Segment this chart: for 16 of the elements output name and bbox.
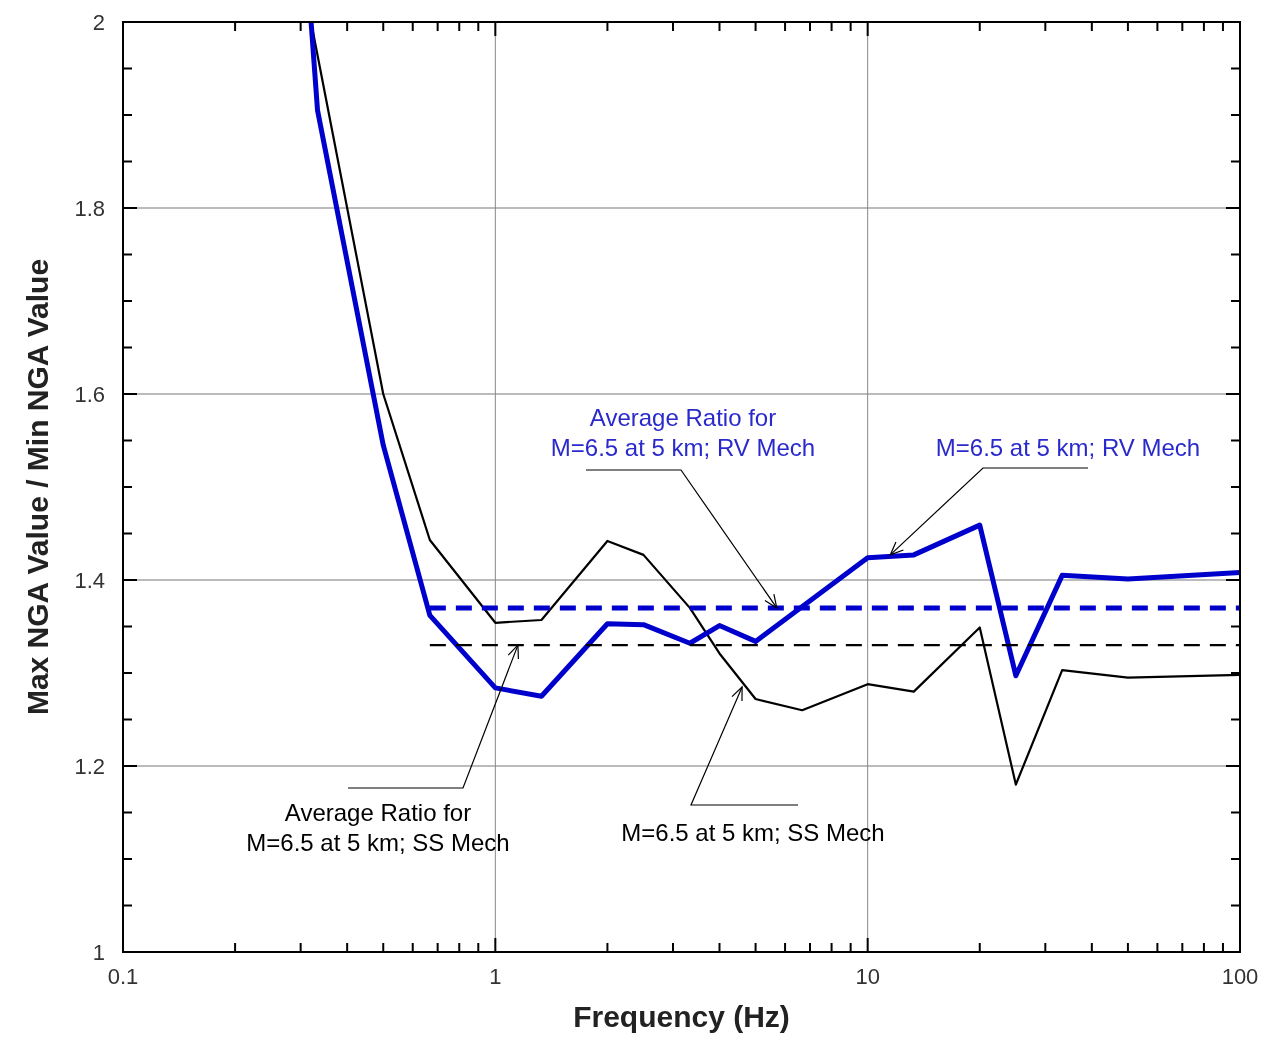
- y-tick-label: 2: [92, 10, 105, 35]
- y-tick-label: 1.6: [74, 382, 105, 407]
- annotation: M=6.5 at 5 km; RV Mech: [935, 434, 1201, 461]
- annotation: Average Ratio for M=6.5 at 5 km; RV Mech: [550, 404, 816, 461]
- x-tick-label: 1: [489, 964, 502, 989]
- x-tick-label: 10: [855, 964, 880, 989]
- x-tick-label: 100: [1221, 964, 1259, 989]
- x-tick-label: 0.1: [107, 964, 139, 989]
- y-tick-label: 1.4: [74, 568, 105, 593]
- y-axis-title: Max NGA Value / Min NGA Value: [21, 258, 54, 716]
- annotation: M=6.5 at 5 km; SS Mech: [621, 819, 885, 846]
- y-tick-label: 1.2: [74, 754, 105, 779]
- annotation: Average Ratio for M=6.5 at 5 km; SS Mech: [246, 799, 510, 856]
- x-axis-title: Frequency (Hz): [573, 1000, 790, 1033]
- y-tick-label: 1.8: [74, 196, 105, 221]
- y-tick-label: 1: [92, 940, 105, 965]
